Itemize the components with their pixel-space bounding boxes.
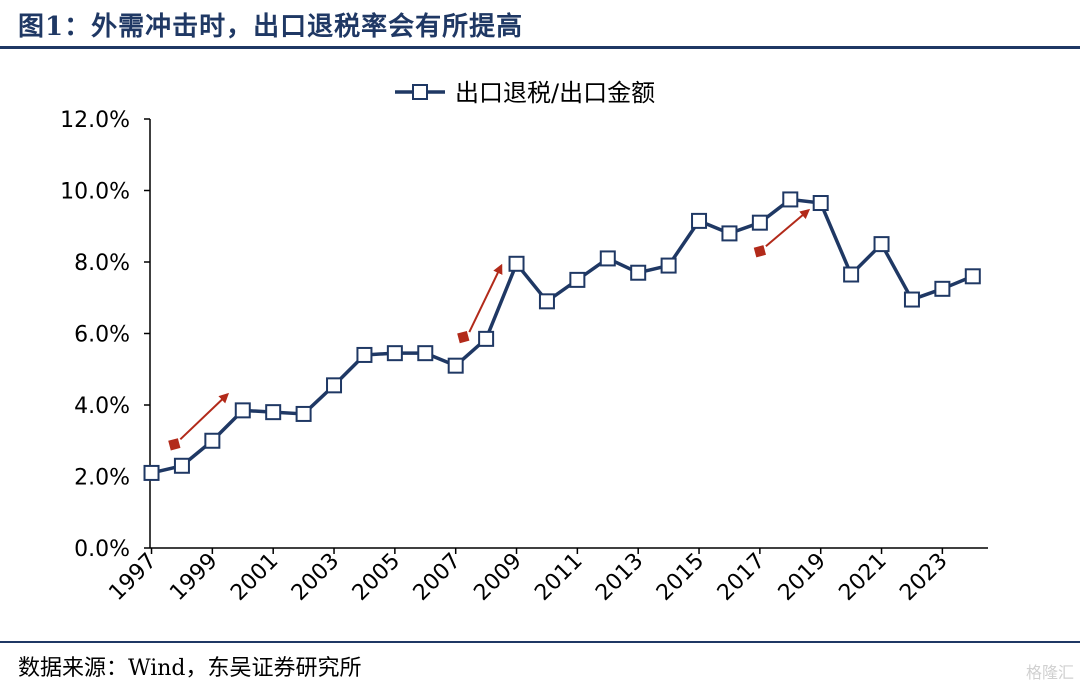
x-tick-label: 2001 <box>226 549 283 606</box>
bottom-rule <box>0 641 1080 643</box>
x-tick-label: 1999 <box>165 549 222 606</box>
data-point <box>599 250 616 267</box>
data-point <box>721 225 738 242</box>
data-point <box>630 264 647 281</box>
data-point <box>417 345 434 362</box>
y-axis: 0.0% 2.0% 4.0% 6.0% 8.0% 10.0% 12.0% <box>60 108 151 562</box>
trend-arrow <box>179 392 230 441</box>
data-point <box>173 457 190 474</box>
data-point <box>903 291 920 308</box>
x-tick-label: 2005 <box>348 549 405 606</box>
data-point <box>204 432 221 449</box>
data-point <box>843 266 860 283</box>
y-tick-label: 10.0% <box>60 180 130 205</box>
data-point <box>508 255 525 272</box>
y-tick-label: 6.0% <box>74 323 130 348</box>
data-point <box>782 191 799 208</box>
trend-arrows <box>168 208 811 451</box>
x-tick-label: 2013 <box>591 549 648 606</box>
arrow-tail <box>168 438 181 451</box>
data-point <box>478 330 495 347</box>
data-source: 数据来源：Wind，东吴证券研究所 <box>18 656 362 681</box>
x-tick-label: 2003 <box>287 549 344 606</box>
x-axis: 1997 1999 2001 2003 2005 2007 2009 2011 2013 2015… <box>104 547 988 606</box>
arrow-tail <box>457 330 470 344</box>
data-point <box>538 293 555 310</box>
data-point <box>265 404 282 421</box>
data-point <box>295 405 312 422</box>
y-tick-label: 8.0% <box>74 251 130 276</box>
data-point <box>751 214 768 231</box>
data-point <box>964 268 981 285</box>
x-tick-label: 2021 <box>835 549 892 606</box>
watermark: 格隆汇 <box>1025 663 1074 682</box>
x-tick-label: 2009 <box>469 549 526 606</box>
data-point <box>812 195 829 212</box>
series-line <box>151 197 974 475</box>
plot-area <box>143 191 981 481</box>
y-tick-label: 0.0% <box>74 537 130 562</box>
trend-arrow <box>468 263 503 333</box>
data-point <box>691 212 708 229</box>
x-tick-label: 2017 <box>713 549 770 606</box>
line-chart: 出口退税/出口金额 0.0% 2.0% 4.0% 6.0% 8.0% 10.0% 12.0%… <box>60 79 988 606</box>
top-rule <box>0 46 1080 49</box>
data-point <box>234 402 251 419</box>
data-point <box>447 357 464 374</box>
arrow-tail <box>753 245 766 258</box>
legend-label: 出口退税/出口金额 <box>455 79 655 107</box>
data-point <box>569 271 586 288</box>
trend-arrow <box>765 208 811 248</box>
data-point <box>873 236 890 253</box>
x-tick-label: 2007 <box>409 549 466 606</box>
data-point <box>934 280 951 297</box>
chart-legend: 出口退税/出口金额 <box>395 79 655 107</box>
legend-marker <box>412 84 428 100</box>
data-point <box>326 377 343 394</box>
y-tick-label: 12.0% <box>60 108 130 133</box>
data-point <box>356 346 373 363</box>
x-tick-label: 2011 <box>530 549 587 606</box>
x-tick-label: 2015 <box>652 549 709 606</box>
figure-title: 图1：外需冲击时，出口退税率会有所提高 <box>18 12 524 42</box>
data-point <box>660 257 677 274</box>
data-point <box>143 464 160 481</box>
x-tick-label: 2019 <box>774 549 831 606</box>
y-tick-label: 2.0% <box>74 466 130 491</box>
y-tick-label: 4.0% <box>74 394 130 419</box>
data-point <box>386 345 403 362</box>
x-tick-label: 2023 <box>895 549 952 606</box>
